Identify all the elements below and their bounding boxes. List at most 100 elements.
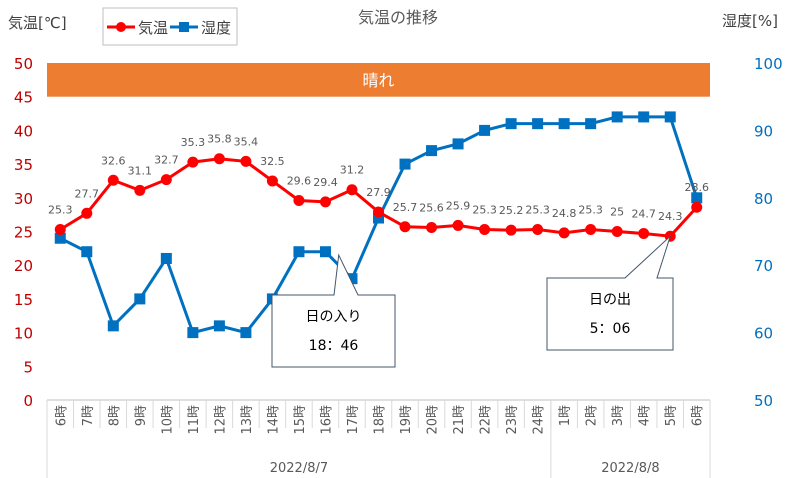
x-tick-label: 16時 (319, 405, 334, 435)
temperature-point (107, 174, 119, 186)
x-tick-label: 5時 (664, 405, 679, 426)
date-group-label: 2022/8/8 (601, 461, 659, 476)
temperature-point (558, 227, 570, 239)
y-left-tick-label: 50 (14, 55, 33, 73)
date-group-label: 2022/8/7 (270, 461, 328, 476)
humidity-point (81, 246, 93, 258)
callout-title: 日の入り (306, 309, 362, 325)
callout-time: 5：06 (590, 321, 631, 337)
x-axis-labels: 6時 7時 8時 9時 10時 11時 12時 13時 14時 15時 16時 17時 18時 19時 20… (54, 405, 705, 476)
x-tick-label: 9時 (134, 405, 149, 426)
data-labels: 25.327.732.631.132.735.3 35.8 35.432.529.6… (48, 133, 709, 224)
humidity-point (107, 320, 119, 332)
legend-label-temperature: 気温 (138, 19, 168, 37)
temperature-data-label: 29.6 (287, 174, 312, 187)
y-left-axis-title: 気温[℃] (8, 14, 67, 32)
legend-marker-humidity (179, 22, 189, 32)
temperature-data-label: 25.6 (419, 201, 444, 214)
humidity-point (452, 138, 464, 150)
y-right-tick-label: 50 (754, 392, 773, 410)
x-tick-label: 6時 (691, 405, 706, 426)
y-right-tick-label: 70 (754, 257, 773, 275)
humidity-point (505, 118, 517, 130)
axes (46, 399, 711, 478)
temperature-point (611, 226, 623, 237)
temperature-point (585, 223, 597, 235)
x-tick-label: 19時 (399, 405, 414, 435)
y-left-tick-label: 40 (14, 122, 33, 140)
humidity-point (346, 273, 358, 285)
temperature-point (134, 184, 146, 196)
x-tick-label: 23時 (505, 405, 520, 435)
temperature-point (213, 153, 225, 165)
humidity-point (558, 118, 570, 130)
temperature-data-label: 31.2 (340, 164, 365, 177)
temperature-data-label: 25.3 (525, 203, 550, 216)
temperature-data-label: 25.9 (446, 199, 471, 212)
humidity-point (585, 118, 597, 130)
temperature-data-label: 25.3 (578, 203, 603, 216)
humidity-point (319, 246, 331, 258)
temperature-data-label: 27.7 (75, 187, 100, 200)
humidity-point (638, 111, 650, 123)
y-left-tick-label: 30 (14, 190, 33, 208)
temperature-data-label: 25.7 (393, 201, 418, 214)
callout: 日の出 5：06 (546, 234, 674, 351)
temperature-data-label: 31.1 (128, 164, 153, 177)
temperature-data-label: 25 (610, 206, 624, 219)
temperature-point (426, 221, 438, 233)
x-tick-label: 20時 (426, 405, 441, 435)
x-tick-label: 21時 (452, 405, 467, 435)
y-right-tick-label: 60 (754, 325, 773, 343)
y-left-tick-label: 5 (23, 358, 33, 376)
temperature-data-label: 32.6 (101, 154, 126, 167)
humidity-point (479, 124, 491, 136)
y-left-tick-label: 20 (14, 257, 33, 275)
x-tick-label: 18時 (373, 405, 388, 435)
callouts: 日の入り 18：46 日の出 5：06 (271, 234, 674, 368)
humidity-point (187, 327, 199, 339)
temperature-data-label: 25.3 (48, 203, 73, 216)
temperature-data-label: 25.3 (472, 203, 497, 216)
temperature-point (532, 223, 544, 235)
x-tick-label: 14時 (266, 405, 281, 435)
humidity-point (134, 293, 146, 305)
x-tick-label: 2時 (585, 405, 600, 426)
tick-labels: 0 5 10 15 20 25 30 35 40 45 50 50 60 70 80 90 100 (14, 55, 783, 410)
temperature-point (293, 194, 305, 206)
x-tick-label: 1時 (558, 405, 573, 426)
y-right-tick-label: 80 (754, 190, 773, 208)
y-left-tick-label: 25 (14, 224, 33, 242)
humidity-series (54, 111, 703, 339)
x-tick-label: 24時 (532, 405, 547, 435)
x-tick-label: 11時 (187, 405, 202, 435)
temperature-point (266, 175, 278, 187)
temperature-data-label: 24.3 (658, 210, 683, 223)
callout-time: 18：46 (309, 338, 359, 354)
temperature-data-label: 35.8 (207, 133, 232, 146)
x-tick-label: 10時 (160, 405, 175, 435)
temperature-point (160, 174, 172, 186)
legend: 気温 湿度 (102, 7, 238, 46)
temperature-data-label: 29.4 (313, 176, 338, 189)
humidity-point (532, 118, 544, 130)
x-tick-label: 3時 (611, 405, 626, 426)
humidity-point (611, 111, 623, 123)
humidity-point (399, 158, 411, 170)
x-tick-label: 17時 (346, 405, 361, 435)
y-right-axis-title: 湿度[%] (722, 12, 778, 30)
callout-title: 日の出 (589, 292, 631, 308)
temperature-point (452, 219, 464, 231)
x-tick-label: 7時 (81, 405, 96, 426)
callout: 日の入り 18：46 (271, 253, 396, 368)
y-left-tick-label: 45 (14, 89, 33, 107)
x-tick-label: 13時 (240, 405, 255, 435)
humidity-point (426, 145, 438, 157)
x-tick-label: 15時 (293, 405, 308, 435)
temperature-point (691, 201, 703, 213)
weather-band-label: 晴れ (362, 71, 394, 90)
x-tick-label: 22時 (479, 405, 494, 435)
temperature-point (187, 156, 199, 168)
legend-marker-temperature (116, 22, 126, 32)
